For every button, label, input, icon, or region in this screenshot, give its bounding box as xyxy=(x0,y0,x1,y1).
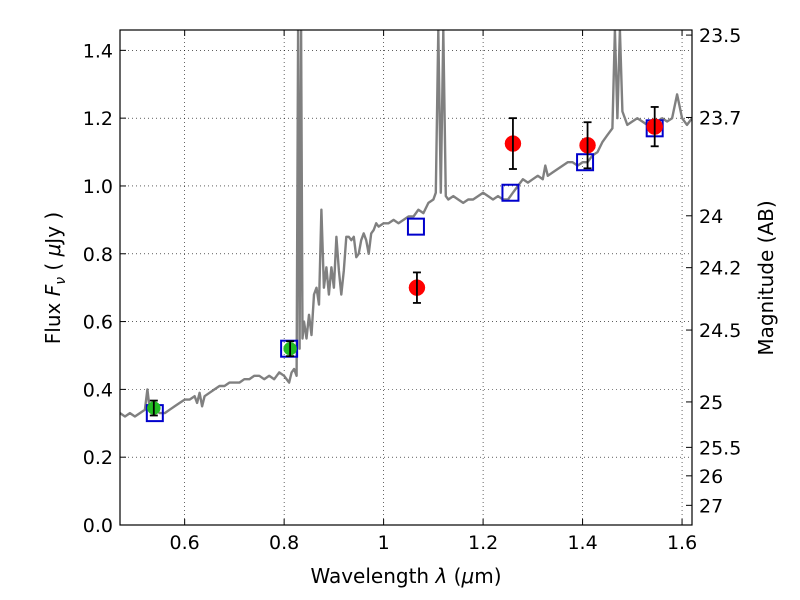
mag-tick-label: 24 xyxy=(699,206,723,228)
y-axis-label-right: Magnitude (AB) xyxy=(754,200,778,355)
y-tick-label: 0.6 xyxy=(83,312,113,334)
mag-tick-label: 24.2 xyxy=(699,258,741,280)
y-axis-label-left: Flux Fν ( μJy ) xyxy=(41,212,69,344)
x-tick-label: 1.6 xyxy=(667,532,697,554)
plot-frame xyxy=(119,29,693,526)
y-tick-label: 0.2 xyxy=(83,447,113,469)
mag-tick-label: 25.5 xyxy=(699,437,741,459)
x-tick-label: 1.4 xyxy=(567,532,597,554)
mag-tick-label: 23.5 xyxy=(699,25,741,47)
grid-lines xyxy=(120,30,692,526)
y-tick-label: 0.8 xyxy=(83,244,113,266)
mag-tick-label: 23.7 xyxy=(699,107,741,129)
y-tick-label: 0.4 xyxy=(83,379,113,401)
x-tick-label: 1 xyxy=(378,532,390,554)
x-tick-label: 1.2 xyxy=(468,532,498,554)
mag-tick-label: 25 xyxy=(699,392,723,414)
x-tick-label: 0.8 xyxy=(269,532,299,554)
model-photometry-square xyxy=(501,183,520,202)
y-tick-label: 1.0 xyxy=(83,176,113,198)
model-photometry-square xyxy=(406,217,425,236)
x-axis-label: Wavelength λ (μm) xyxy=(310,564,501,588)
spectrum-line xyxy=(120,30,692,418)
y-tick-label: 0.0 xyxy=(83,515,113,537)
x-tick-label: 0.6 xyxy=(170,532,200,554)
mag-tick-label: 26 xyxy=(699,466,723,488)
mag-tick-label: 27 xyxy=(699,495,723,517)
mag-tick-label: 24.5 xyxy=(699,320,741,342)
model-photometry-square xyxy=(576,153,595,172)
y-tick-label: 1.2 xyxy=(83,108,113,130)
y-tick-label: 1.4 xyxy=(83,40,113,62)
